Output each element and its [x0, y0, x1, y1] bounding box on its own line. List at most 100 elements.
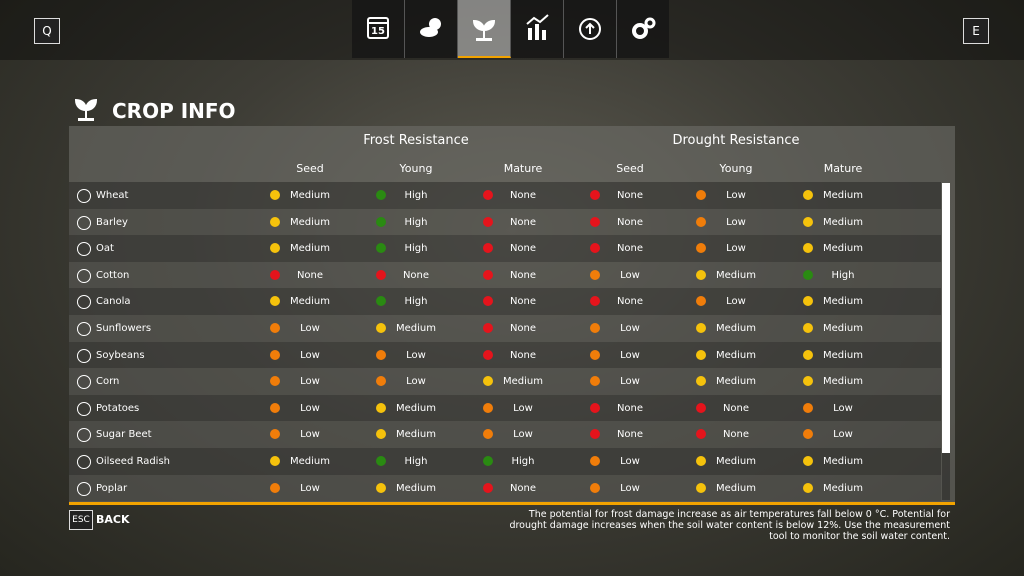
title-icon [74, 98, 98, 121]
level-label: Low [513, 402, 533, 414]
level-dot [376, 269, 386, 280]
level-label: Low [620, 269, 640, 281]
crop-name: Oilseed Radish [96, 456, 170, 467]
level-label: Medium [823, 376, 863, 388]
crop-name: Cotton [96, 269, 130, 281]
level-label: Medium [290, 216, 330, 228]
level-dot [483, 429, 493, 440]
crop-name: Corn [96, 376, 120, 388]
level-dot [590, 243, 600, 254]
level-dot [803, 243, 813, 254]
level-dot [590, 216, 600, 227]
level-dot [483, 216, 493, 227]
level-label: Low [620, 482, 640, 494]
level-label: None [616, 243, 644, 255]
table-row [69, 421, 941, 448]
level-dot [376, 456, 386, 466]
next-page-key[interactable]: E [963, 18, 989, 44]
level-label: Low [406, 376, 426, 388]
info-note: The potential for frost damage increase … [509, 509, 950, 542]
level-dot [696, 402, 706, 413]
level-label: Low [726, 216, 746, 228]
level-label: Medium [396, 482, 436, 494]
crop-icon [472, 19, 496, 41]
level-label: Low [833, 429, 853, 441]
level-dot [270, 190, 280, 200]
prices-tab[interactable] [511, 0, 564, 58]
calendar-icon: 15 [367, 17, 389, 39]
level-dot [376, 243, 386, 254]
level-dot [590, 429, 600, 440]
level-dot [483, 243, 493, 254]
level-dot [376, 402, 386, 413]
level-dot [270, 429, 280, 440]
note-line: tool to monitor the soil water content. [769, 531, 950, 542]
weather-tab[interactable] [405, 0, 458, 58]
level-dot [483, 456, 493, 466]
level-dot [590, 190, 600, 200]
settings-tab[interactable] [617, 0, 669, 58]
back-label[interactable]: BACK [96, 513, 130, 526]
level-dot [803, 349, 813, 360]
level-label: Medium [503, 376, 543, 388]
crop-icon [77, 215, 91, 230]
level-label: None [722, 402, 750, 414]
crop-tab[interactable] [458, 0, 511, 58]
level-dot [270, 349, 280, 360]
level-dot [696, 269, 706, 280]
calendar-tab[interactable]: 15 [352, 0, 405, 58]
group-header: Drought Resistance [672, 133, 800, 148]
column-header: Young [399, 162, 433, 175]
level-dot [483, 296, 493, 307]
crop-name: Oat [96, 243, 114, 255]
crop-icon [77, 322, 91, 336]
level-dot [590, 482, 600, 493]
crop-icon [77, 295, 91, 310]
level-label: High [831, 269, 855, 281]
level-label: Medium [396, 429, 436, 441]
level-dot [483, 482, 493, 493]
level-label: None [296, 269, 324, 281]
level-label: Low [300, 402, 320, 414]
prev-page-key[interactable]: Q [34, 18, 60, 44]
back-key[interactable]: ESC [69, 510, 93, 530]
level-dot [803, 323, 813, 333]
cycle-icon [579, 18, 601, 40]
level-label: High [404, 243, 428, 255]
level-label: Medium [823, 482, 863, 494]
level-dot [803, 402, 813, 413]
level-label: Low [513, 429, 533, 441]
level-label: Medium [396, 402, 436, 414]
settings-icon [632, 17, 656, 39]
level-label: Low [406, 349, 426, 361]
crop-name: Barley [96, 216, 128, 228]
level-dot [696, 296, 706, 307]
level-label: None [509, 190, 537, 201]
level-dot [696, 429, 706, 440]
table-row [69, 394, 941, 422]
level-dot [376, 216, 386, 227]
crop-icon [77, 401, 91, 416]
level-label: Medium [716, 456, 756, 467]
level-label: None [616, 402, 644, 414]
level-label: Medium [396, 323, 436, 334]
level-dot [376, 296, 386, 307]
table-row [69, 448, 941, 475]
level-label: High [404, 216, 428, 228]
crop-name: Sunflowers [96, 323, 152, 334]
note-line: drought damage increases when the soil w… [509, 520, 950, 531]
level-label: Medium [290, 296, 330, 308]
column-header: Mature [503, 162, 543, 175]
level-label: Low [620, 376, 640, 388]
level-label: Low [300, 376, 320, 388]
level-label: Low [620, 323, 640, 334]
level-label: None [509, 243, 537, 255]
cycle-tab[interactable] [564, 0, 617, 58]
level-dot [376, 323, 386, 333]
level-dot [803, 216, 813, 227]
table-row [69, 261, 941, 289]
level-dot [590, 323, 600, 333]
level-label: None [616, 429, 644, 441]
level-label: Low [726, 296, 746, 308]
level-dot [803, 482, 813, 493]
